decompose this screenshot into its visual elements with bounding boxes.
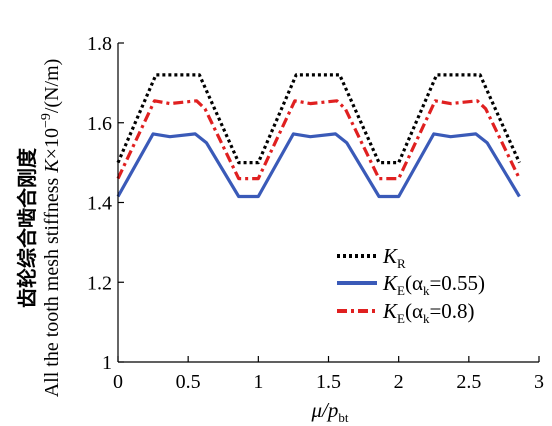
axes: 0 0.5 1 1.5 2 2.5 3 1 1.2 1.4 1.6 1.8 <box>87 33 544 393</box>
x-tick-label: 1.5 <box>316 371 341 393</box>
legend: KR KE(αk=0.55) KE(αk=0.8) <box>337 244 485 326</box>
y-axis-label: 齿轮综合啮合刚度 <box>15 147 39 308</box>
legend-label-kr: KR <box>382 244 406 271</box>
y-tick-label: 1.4 <box>87 193 112 215</box>
y-tick-label: 1.8 <box>87 33 112 55</box>
x-tick-label: 3 <box>534 371 544 393</box>
x-tick-label: 1 <box>253 371 263 393</box>
y-tick-label: 1.6 <box>87 113 112 135</box>
y-axis-label-cn: 齿轮综合啮合刚度 <box>15 147 39 308</box>
legend-label-ke08: KE(αk=0.8) <box>382 299 475 326</box>
x-axis-label: μ/pbt <box>310 398 348 425</box>
legend-label-ke055: KE(αk=0.55) <box>382 271 485 298</box>
x-tick-label: 2 <box>394 371 404 393</box>
series-line-2 <box>116 99 521 181</box>
y-axis-label-en: All the tooth mesh stiffness K×10−9/(N/m… <box>39 59 63 398</box>
x-tick-label: 0.5 <box>176 371 201 393</box>
series-line-1 <box>116 132 521 199</box>
x-tick-label: 2.5 <box>456 371 481 393</box>
series-line-0 <box>116 73 521 165</box>
y-tick-label: 1.2 <box>87 272 112 294</box>
x-tick-label: 0 <box>113 371 123 393</box>
y-tick-label: 1 <box>102 352 112 374</box>
plot-area <box>116 73 521 199</box>
